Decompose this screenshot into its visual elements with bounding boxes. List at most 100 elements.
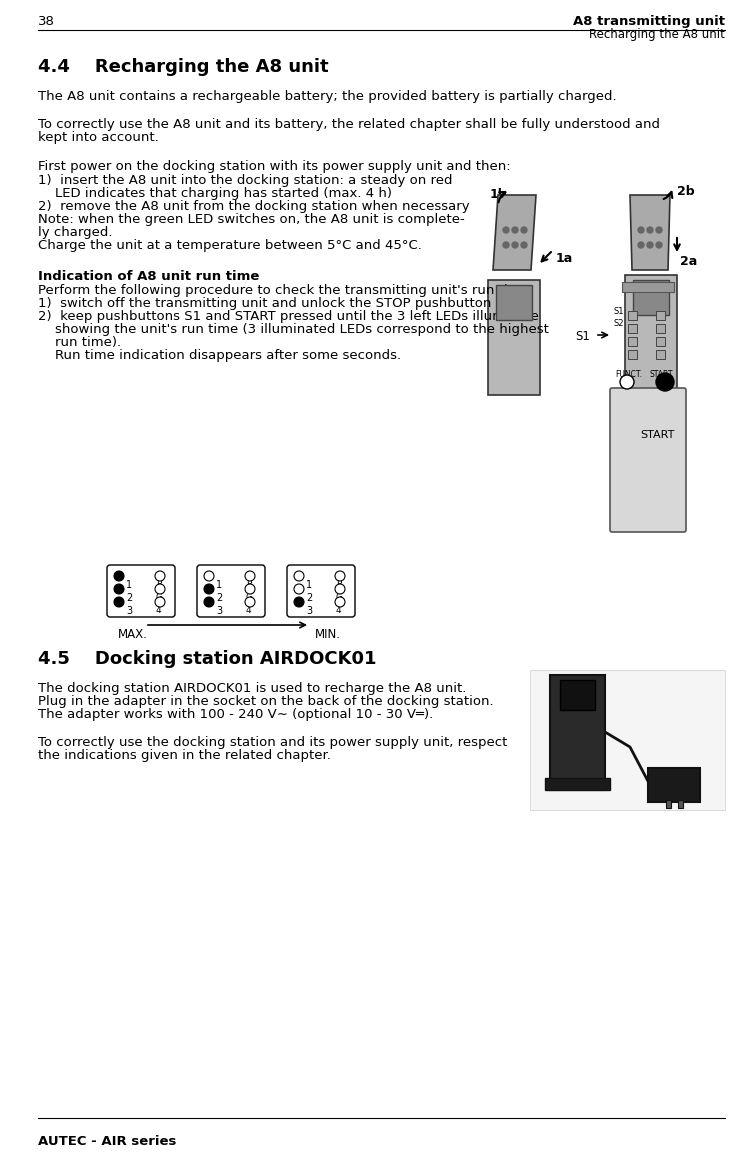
Text: R: R xyxy=(336,580,342,589)
Circle shape xyxy=(521,227,527,233)
Circle shape xyxy=(204,571,214,581)
Text: To correctly use the docking station and its power supply unit, respect: To correctly use the docking station and… xyxy=(38,736,507,749)
Text: MAX.: MAX. xyxy=(118,628,148,642)
Circle shape xyxy=(114,598,124,607)
FancyBboxPatch shape xyxy=(628,350,637,359)
Text: 3: 3 xyxy=(216,606,222,616)
Text: 4.4    Recharging the A8 unit: 4.4 Recharging the A8 unit xyxy=(38,58,328,76)
Circle shape xyxy=(114,584,124,594)
FancyBboxPatch shape xyxy=(560,680,595,710)
Text: S2: S2 xyxy=(614,318,624,328)
Text: R: R xyxy=(156,580,162,589)
Circle shape xyxy=(647,227,653,233)
Text: First power on the docking station with its power supply unit and then:: First power on the docking station with … xyxy=(38,160,510,173)
FancyBboxPatch shape xyxy=(107,565,175,617)
FancyBboxPatch shape xyxy=(545,778,610,790)
Circle shape xyxy=(638,242,644,248)
Text: START: START xyxy=(640,430,674,440)
Text: autec: autec xyxy=(558,714,578,721)
FancyBboxPatch shape xyxy=(287,565,355,617)
Text: MIN.: MIN. xyxy=(315,628,341,642)
Circle shape xyxy=(294,571,304,581)
Text: 2a: 2a xyxy=(680,255,698,267)
FancyBboxPatch shape xyxy=(488,280,540,395)
Text: S1: S1 xyxy=(575,330,590,343)
Circle shape xyxy=(638,227,644,233)
Text: Plug in the adapter in the socket on the back of the docking station.: Plug in the adapter in the socket on the… xyxy=(38,695,494,708)
FancyBboxPatch shape xyxy=(550,675,605,790)
Circle shape xyxy=(656,373,674,391)
Circle shape xyxy=(521,242,527,248)
Bar xyxy=(622,283,674,292)
Circle shape xyxy=(294,584,304,594)
Text: 1b: 1b xyxy=(490,188,507,201)
Text: 3: 3 xyxy=(126,606,132,616)
Text: 3: 3 xyxy=(306,606,312,616)
Text: 1: 1 xyxy=(216,580,222,589)
Circle shape xyxy=(335,571,345,581)
Circle shape xyxy=(335,584,345,594)
Text: 1: 1 xyxy=(126,580,132,589)
Circle shape xyxy=(503,242,509,248)
Text: Note: when the green LED switches on, the A8 unit is complete-: Note: when the green LED switches on, th… xyxy=(38,213,465,226)
Circle shape xyxy=(114,571,124,581)
Circle shape xyxy=(204,584,214,594)
Circle shape xyxy=(656,242,662,248)
FancyBboxPatch shape xyxy=(197,565,265,617)
FancyBboxPatch shape xyxy=(656,312,665,320)
Circle shape xyxy=(155,598,165,607)
Text: AUTEC - AIR series: AUTEC - AIR series xyxy=(38,1135,177,1148)
Text: showing the unit's run time (3 illuminated LEDs correspond to the highest: showing the unit's run time (3 illuminat… xyxy=(38,323,549,336)
FancyBboxPatch shape xyxy=(496,285,532,320)
Circle shape xyxy=(204,598,214,607)
Circle shape xyxy=(512,227,518,233)
Text: Perform the following procedure to check the transmitting unit's run time:: Perform the following procedure to check… xyxy=(38,284,533,296)
FancyBboxPatch shape xyxy=(628,312,637,320)
FancyBboxPatch shape xyxy=(530,670,725,809)
Text: FUNCT.: FUNCT. xyxy=(615,371,642,379)
Text: The docking station AIRDOCK01 is used to recharge the A8 unit.: The docking station AIRDOCK01 is used to… xyxy=(38,682,467,695)
Text: 2)  keep pushbuttons S1 and START pressed until the 3 left LEDs illuminate: 2) keep pushbuttons S1 and START pressed… xyxy=(38,310,539,323)
Circle shape xyxy=(155,584,165,594)
Circle shape xyxy=(620,375,634,389)
Text: S1: S1 xyxy=(614,307,624,316)
Text: STOP: STOP xyxy=(630,285,652,294)
Text: A8 transmitting unit: A8 transmitting unit xyxy=(573,15,725,28)
Circle shape xyxy=(245,571,255,581)
Text: LED indicates that charging has started (max. 4 h): LED indicates that charging has started … xyxy=(38,186,392,200)
Text: R: R xyxy=(246,580,252,589)
Circle shape xyxy=(647,242,653,248)
Text: G: G xyxy=(156,593,163,602)
Text: START: START xyxy=(650,371,673,379)
Text: 1)  insert the A8 unit into the docking station: a steady on red: 1) insert the A8 unit into the docking s… xyxy=(38,174,452,186)
Text: the indications given in the related chapter.: the indications given in the related cha… xyxy=(38,749,331,762)
Text: 1)  switch off the transmitting unit and unlock the STOP pushbutton: 1) switch off the transmitting unit and … xyxy=(38,296,492,310)
Text: Run time indication disappears after some seconds.: Run time indication disappears after som… xyxy=(38,349,401,362)
Text: 4: 4 xyxy=(156,606,162,615)
Text: 2b: 2b xyxy=(677,185,695,198)
Text: G: G xyxy=(336,593,343,602)
Text: 2: 2 xyxy=(216,593,222,603)
Text: The A8 unit contains a rechargeable battery; the provided battery is partially c: The A8 unit contains a rechargeable batt… xyxy=(38,90,617,103)
FancyBboxPatch shape xyxy=(625,274,677,390)
Text: 2: 2 xyxy=(126,593,132,603)
Circle shape xyxy=(245,598,255,607)
FancyBboxPatch shape xyxy=(628,337,637,346)
Text: 1: 1 xyxy=(306,580,312,589)
FancyBboxPatch shape xyxy=(656,324,665,334)
Text: The adapter works with 100 - 240 V∼ (optional 10 - 30 V═).: The adapter works with 100 - 240 V∼ (opt… xyxy=(38,708,433,721)
FancyBboxPatch shape xyxy=(628,324,637,334)
FancyBboxPatch shape xyxy=(633,280,669,315)
Bar xyxy=(666,800,671,808)
Text: 4: 4 xyxy=(246,606,251,615)
Text: 4.5    Docking station AIRDOCK01: 4.5 Docking station AIRDOCK01 xyxy=(38,650,377,668)
Text: run time).: run time). xyxy=(38,336,121,349)
Polygon shape xyxy=(493,195,536,270)
Text: Indication of A8 unit run time: Indication of A8 unit run time xyxy=(38,270,260,283)
Circle shape xyxy=(503,227,509,233)
FancyBboxPatch shape xyxy=(656,350,665,359)
Text: 38: 38 xyxy=(38,15,55,28)
Circle shape xyxy=(294,598,304,607)
Text: To correctly use the A8 unit and its battery, the related chapter shall be fully: To correctly use the A8 unit and its bat… xyxy=(38,118,660,131)
Circle shape xyxy=(335,598,345,607)
